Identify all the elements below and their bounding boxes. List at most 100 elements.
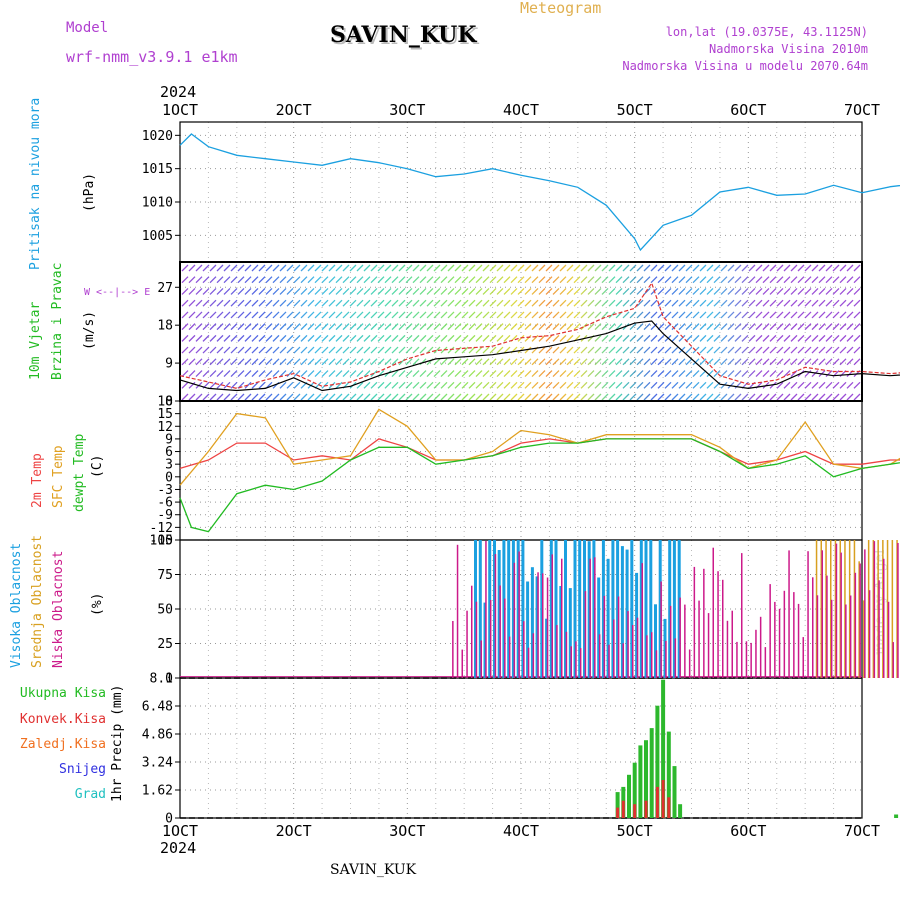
cloud-bar [848, 540, 851, 678]
model-elevation-label: Nadmorska Visina u modelu 2070.64m [622, 59, 868, 73]
cloud-bar [617, 596, 620, 678]
elevation-label: Nadmorska Visina 2010m [709, 42, 868, 56]
y-tick-label: 18 [157, 395, 173, 410]
year-top-label: 2024 [160, 83, 197, 101]
cloud-bar [750, 642, 752, 678]
cloud-bar [887, 601, 890, 678]
x-tick-label-top: 2OCT [276, 101, 312, 119]
precip-grad-label: Grad [74, 787, 106, 802]
cloud-bar [532, 633, 535, 678]
cloud-bar [845, 604, 847, 678]
cloud-bar [759, 616, 762, 678]
cloud-bar [639, 540, 643, 678]
cloud-bar [677, 540, 681, 678]
cloud-low-label: Niska Oblacnost [51, 550, 66, 668]
x-tick-label-bottom: 6OCT [730, 822, 766, 840]
y-tick-label: 50 [157, 603, 173, 618]
precip-bar [638, 745, 643, 818]
y-tick-label: 9 [165, 432, 173, 447]
cloud-bar [559, 586, 563, 678]
precip-bar [621, 800, 625, 818]
cloud-bar [698, 600, 700, 678]
cloud-bar [741, 553, 743, 678]
precip-bar [644, 740, 648, 818]
cloud-bar [537, 572, 539, 678]
cloud-bar [489, 600, 492, 678]
y-tick-label: 3.24 [142, 756, 173, 771]
cloud-bar [511, 540, 515, 678]
y-tick-label: 100 [150, 534, 173, 549]
x-tick-label-bottom: 4OCT [503, 822, 539, 840]
panel-frame [179, 539, 863, 679]
cloud-bar [480, 640, 482, 678]
year-bottom-label: 2024 [160, 839, 197, 857]
y-tick-label: -9 [157, 508, 173, 523]
cloud-bar [641, 563, 643, 678]
panel-frame [179, 261, 863, 402]
cloud-bar [542, 573, 544, 678]
cloud-bar [611, 540, 615, 678]
y-tick-label: 27 [157, 281, 173, 296]
cloud-bar [722, 579, 724, 678]
meteogram-label: Meteogram [520, 0, 602, 17]
wind-barb-row [181, 311, 861, 319]
lonlat-label: lon,lat (19.0375E, 43.1125N) [665, 25, 868, 39]
cloud-bar [853, 540, 856, 678]
x-tick-label-bottom: 5OCT [617, 822, 653, 840]
cloud-bar [793, 592, 795, 678]
temp-line-dewpt [179, 438, 900, 533]
cloud-bar [488, 540, 492, 678]
temp-sfc-label: SFC Temp [51, 445, 66, 508]
cloud-bar [830, 599, 833, 678]
cloud-bar [668, 540, 672, 678]
y-tick-label: 1010 [142, 196, 173, 211]
cloud-bar [516, 540, 520, 678]
cloud-bar [684, 604, 686, 678]
station-title: SAVIN_KUK [330, 22, 477, 48]
precip-conv-label: Konvek.Kisa [19, 712, 106, 727]
cloud-bar [601, 540, 605, 678]
cloud-bar [587, 541, 591, 678]
precip-frz-label: Zaledj.Kisa [19, 737, 106, 752]
precip-bar [615, 792, 620, 818]
cloud-bar [521, 540, 525, 678]
cloud-bar [530, 567, 534, 678]
cloud-bar [892, 642, 894, 678]
cloud-bar [598, 634, 601, 678]
precip-bar [633, 804, 637, 818]
footer-station: SAVIN_KUK [330, 862, 417, 878]
wind-axis-label-2: Brzina i Pravac [50, 262, 65, 380]
cloud-bar [807, 551, 809, 678]
cloud-bar [452, 621, 454, 678]
cloud-bar [504, 598, 506, 678]
cloud-bar [636, 617, 639, 678]
y-tick-label: 15 [157, 407, 173, 422]
precip-snow-label: Snijeg [59, 762, 106, 777]
cloud-bar [622, 643, 624, 678]
cloud-bar [660, 581, 662, 678]
y-tick-label: 1005 [142, 229, 173, 244]
cloud-bar [731, 610, 733, 678]
y-tick-label: 1020 [142, 129, 173, 144]
cloud-bar [575, 641, 577, 678]
cloud-bar [620, 546, 624, 678]
cloud-bar [518, 551, 520, 678]
cloud-bar [570, 646, 572, 678]
x-tick-label-bottom: 1OCT [162, 822, 198, 840]
precip-unit-label: 1hr Precip (mm) [110, 684, 125, 802]
cloud-bar [802, 637, 804, 678]
cloud-bar [579, 648, 582, 678]
precip-bar [678, 804, 683, 818]
precip-bar [672, 766, 677, 818]
precip-bar [661, 780, 665, 818]
cloud-bar [774, 601, 776, 678]
cloud-bar [461, 649, 463, 678]
cloud-bar [597, 577, 601, 678]
panel-frame [179, 677, 863, 819]
precip-bar [655, 705, 660, 818]
cloud-bar [867, 540, 870, 678]
cloud-bar [830, 540, 832, 678]
cloud-bar [688, 649, 691, 678]
cloud-bar [589, 558, 591, 678]
